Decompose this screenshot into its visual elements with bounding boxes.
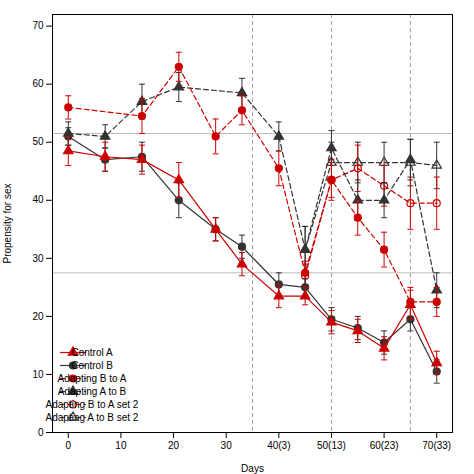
svg-text:0: 0 [38, 427, 44, 438]
svg-text:Days: Days [241, 463, 264, 474]
svg-text:Control A: Control A [71, 347, 112, 358]
svg-text:70(33): 70(33) [422, 440, 451, 451]
svg-text:60: 60 [32, 78, 44, 89]
svg-text:20: 20 [168, 440, 180, 451]
svg-text:Adapting A to B: Adapting A to B [58, 386, 127, 397]
svg-text:40(3): 40(3) [267, 440, 290, 451]
svg-text:Adapting A to B set 2: Adapting A to B set 2 [46, 412, 139, 423]
svg-text:Adapting B to A set 2: Adapting B to A set 2 [46, 399, 139, 410]
svg-text:10: 10 [115, 440, 127, 451]
svg-text:30: 30 [221, 440, 233, 451]
svg-text:Propensity for sex: Propensity for sex [2, 183, 13, 263]
svg-text:40: 40 [32, 194, 44, 205]
svg-text:30: 30 [32, 253, 44, 264]
svg-text:10: 10 [32, 369, 44, 380]
svg-text:20: 20 [32, 311, 44, 322]
svg-text:50: 50 [32, 136, 44, 147]
svg-text:Adapting B to A: Adapting B to A [58, 373, 127, 384]
svg-text:50(13): 50(13) [317, 440, 346, 451]
svg-text:70: 70 [32, 20, 44, 31]
svg-text:Control B: Control B [71, 360, 113, 371]
svg-text:0: 0 [66, 440, 72, 451]
svg-text:60(23): 60(23) [370, 440, 399, 451]
